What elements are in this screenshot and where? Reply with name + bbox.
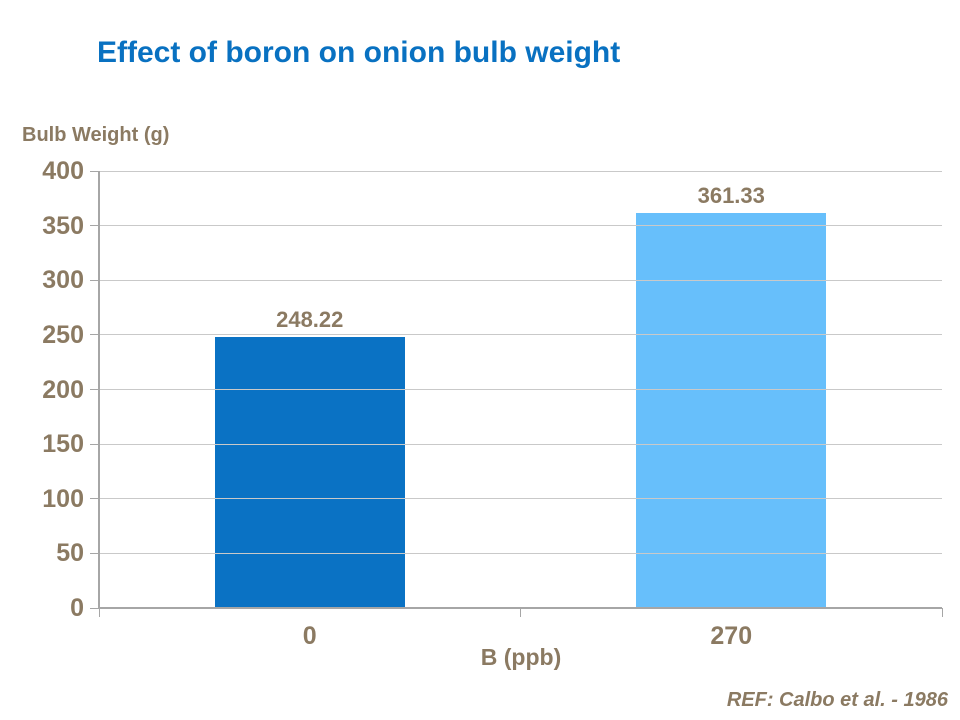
y-tick-label: 200 [42,375,84,404]
y-axis-tick [90,607,99,609]
y-tick-label: 50 [56,539,84,568]
y-axis-tick [90,279,99,281]
y-axis-tick [90,389,99,390]
x-axis-tick [941,608,943,617]
reference-citation: REF: Calbo et al. - 1986 [726,689,948,711]
y-axis-tick [90,498,99,500]
y-axis-tick [90,334,99,336]
chart-title: Effect of boron on onion bulb weight [97,36,621,69]
y-tick-label: 350 [42,211,84,240]
gridline [99,389,942,390]
x-tick-label: 0 [302,622,317,650]
gridline [99,170,942,172]
y-tick-label: 150 [42,430,84,459]
y-axis-tick [90,443,99,445]
bar-270 [636,213,827,607]
y-tick-label: 100 [42,484,84,513]
gridline [99,443,942,445]
y-axis-tick [90,552,99,554]
x-axis-tick [98,608,100,617]
x-axis-title: B (ppb) [480,644,562,670]
bar-0 [214,336,405,607]
y-axis-tick [90,225,99,227]
bar-value-label: 248.22 [276,306,344,332]
gridline [99,279,942,281]
gridline [99,498,942,500]
y-axis-line [98,171,100,608]
gridline [99,225,942,227]
x-axis-tick [520,608,521,617]
gridline [99,552,942,554]
x-tick-label: 270 [710,622,753,650]
gridline [99,334,942,336]
y-tick-label: 400 [42,157,84,185]
y-tick-label: 250 [42,320,84,349]
y-axis-tick [90,170,99,172]
y-tick-label: 300 [42,266,84,295]
y-tick-label: 0 [70,594,84,622]
bar-value-label: 361.33 [697,183,765,209]
y-axis-title: Bulb Weight (g) [22,124,170,146]
